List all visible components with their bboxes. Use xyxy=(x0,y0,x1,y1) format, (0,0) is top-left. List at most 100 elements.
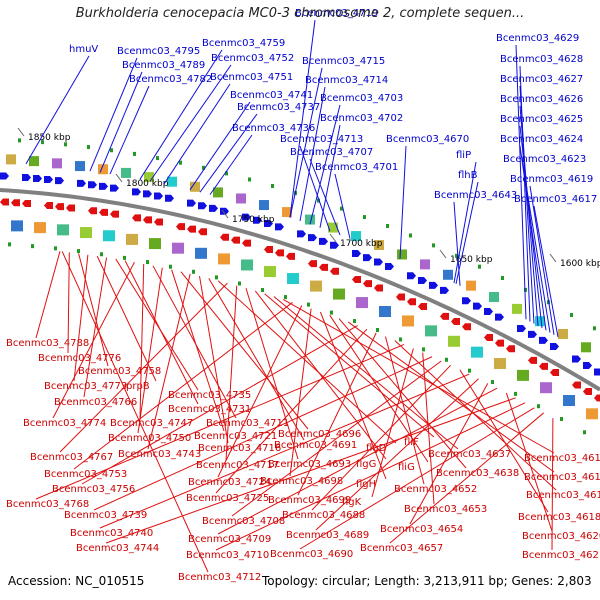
bottom-leader-line-41 xyxy=(231,360,442,517)
bottom-leader-line-36 xyxy=(394,340,557,491)
marker-dot-inner-6 xyxy=(123,255,126,260)
bottom-leader-line-51 xyxy=(299,407,535,550)
feature-block-inner-7 xyxy=(149,238,161,250)
bottom-leader-line-45 xyxy=(315,378,479,531)
bottom-gene-label-9: Bcenmc03_4747 xyxy=(110,418,193,429)
feature-block-inner-4 xyxy=(80,227,92,239)
forward-gene-50 xyxy=(539,336,548,344)
top-leader-line-19 xyxy=(453,161,477,284)
bottom-gene-label-38: flgK xyxy=(342,497,362,508)
bottom-leader-line-30 xyxy=(338,318,467,469)
forward-gene-18 xyxy=(187,199,196,207)
forward-gene-43 xyxy=(462,297,471,305)
kbp-tick-mark-2 xyxy=(221,209,229,219)
marker-dot-inner-25 xyxy=(560,417,563,422)
reverse-gene-49 xyxy=(528,356,537,364)
top-gene-label-3: Bcenmc03_4782 xyxy=(129,74,212,85)
bottom-leader-line-21 xyxy=(254,290,387,460)
bottom-gene-label-26: Bcenmc03_4724 xyxy=(188,477,271,488)
forward-gene-38 xyxy=(407,272,416,280)
marker-dot-inner-22 xyxy=(491,380,494,385)
forward-gene-30 xyxy=(319,237,328,245)
marker-dot-outer-20 xyxy=(455,253,458,258)
forward-gene-34 xyxy=(363,254,372,262)
reverse-gene-39 xyxy=(418,303,427,310)
forward-gene-53 xyxy=(572,355,581,363)
bottom-gene-label-44: Bcenmc03_4740 xyxy=(70,528,153,539)
kbp-tick-mark-0 xyxy=(17,127,25,137)
top-gene-label-29: Bcenmc03_4619 xyxy=(510,174,593,185)
bottom-leader-line-18 xyxy=(59,282,228,453)
feature-block-outer-25 xyxy=(558,329,568,340)
feature-block-outer-23 xyxy=(512,303,522,314)
feature-block-inner-22 xyxy=(494,358,506,370)
top-leader-line-21 xyxy=(453,201,461,286)
forward-gene-6 xyxy=(55,177,64,185)
marker-dot-inner-23 xyxy=(514,391,517,396)
feature-block-outer-26 xyxy=(581,342,591,353)
marker-dot-outer-9 xyxy=(202,165,205,170)
reverse-gene-15 xyxy=(154,218,163,226)
feature-block-inner-20 xyxy=(448,335,460,347)
bottom-leader-line-2 xyxy=(78,253,109,367)
reverse-gene-2 xyxy=(11,199,20,207)
marker-dot-inner-15 xyxy=(330,310,333,315)
forward-gene-39 xyxy=(418,277,427,284)
bottom-gene-label-52: Bcenmc03_4657 xyxy=(360,543,443,554)
reverse-gene-34 xyxy=(363,280,372,288)
accession-label: Accession: NC_010515 xyxy=(8,574,145,588)
feature-block-inner-11 xyxy=(241,259,253,271)
top-gene-label-2: Bcenmc03_4789 xyxy=(122,60,205,71)
forward-gene-26 xyxy=(275,223,284,231)
bottom-gene-label-7: Bcenmc03_4731 xyxy=(168,404,251,415)
backbone-arc xyxy=(0,188,600,392)
top-gene-label-10: Bcenmc03_4719 xyxy=(295,8,378,19)
bottom-gene-label-48: Bcenmc03_4620 xyxy=(522,531,600,542)
forward-gene-20 xyxy=(209,204,218,212)
reverse-gene-38 xyxy=(407,298,416,306)
forward-gene-24 xyxy=(253,216,262,224)
bottom-gene-label-28: flgH xyxy=(356,479,376,490)
bottom-gene-label-34: Bcenmc03_4699 xyxy=(268,495,351,506)
feature-block-outer-19 xyxy=(420,259,430,270)
bottom-gene-label-37: Bcenmc03_4768 xyxy=(6,499,89,510)
forward-gene-46 xyxy=(495,313,504,321)
bottom-leader-line-46 xyxy=(409,383,489,525)
feature-block-inner-5 xyxy=(103,230,115,242)
bottom-gene-label-4: prpB xyxy=(126,381,150,392)
reverse-gene-23 xyxy=(242,239,251,247)
top-gene-label-20: flhB xyxy=(458,170,478,181)
bottom-gene-label-32: Bcenmc03_4756 xyxy=(52,484,135,495)
forward-gene-48 xyxy=(517,325,526,333)
feature-block-inner-18 xyxy=(402,315,414,327)
bottom-gene-label-6: Bcenmc03_4735 xyxy=(168,390,251,401)
forward-gene-13 xyxy=(132,188,141,196)
forward-gene-21 xyxy=(220,207,229,215)
reverse-gene-5 xyxy=(44,202,53,210)
kbp-tick-mark-4 xyxy=(439,249,447,259)
top-leader-line-15 xyxy=(299,145,331,232)
feature-block-outer-6 xyxy=(121,167,131,178)
reverse-gene-33 xyxy=(352,275,361,283)
reverse-gene-46 xyxy=(495,339,504,347)
feature-block-outer-3 xyxy=(52,158,62,169)
bottom-gene-label-23: Bcenmc03_4637 xyxy=(428,449,511,460)
forward-gene-3 xyxy=(22,174,31,182)
reverse-gene-7 xyxy=(66,204,75,212)
top-gene-label-26: Bcenmc03_4625 xyxy=(500,114,583,125)
feature-block-outer-8 xyxy=(167,176,177,187)
reverse-gene-29 xyxy=(308,260,317,268)
bottom-leader-line-24 xyxy=(282,299,555,454)
reverse-gene-54 xyxy=(583,387,592,395)
top-leader-line-24 xyxy=(519,85,535,324)
forward-gene-19 xyxy=(198,202,207,210)
bottom-leader-line-1 xyxy=(67,252,70,354)
bottom-leader-line-37 xyxy=(35,344,405,500)
bottom-gene-label-16: Bcenmc03_4691 xyxy=(274,440,357,451)
top-leader-line-4 xyxy=(139,49,223,180)
marker-dot-inner-21 xyxy=(468,368,471,373)
forward-gene-25 xyxy=(264,220,273,228)
marker-dot-outer-5 xyxy=(110,148,113,153)
bottom-leader-line-53 xyxy=(551,418,554,551)
bottom-leader-line-4 xyxy=(96,255,157,382)
